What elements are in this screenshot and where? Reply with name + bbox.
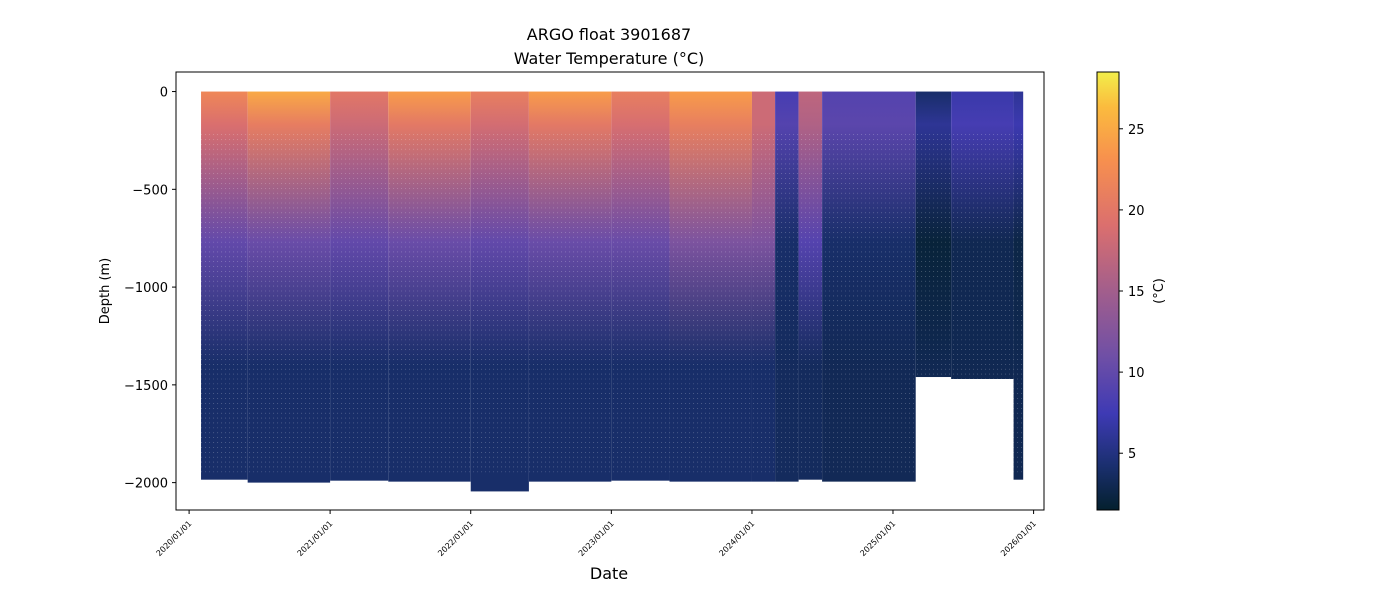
y-tick-label: −2000 [124,477,168,492]
x-axis-label: Date [590,564,628,583]
profile-segment [330,91,389,481]
profile-segment [775,91,799,482]
profile-segment [951,91,1014,379]
profile-segment [611,91,670,481]
profile-segment [751,91,776,482]
colorbar-tick-label: 15 [1128,285,1145,300]
profile-segment [822,91,916,482]
x-tick-label: 2022/01/01 [436,519,475,558]
colorbar-tick-label: 25 [1128,123,1145,138]
x-tick-label: 2024/01/01 [717,519,756,558]
x-tick-label: 2020/01/01 [155,519,194,558]
chart-subtitle: Water Temperature (°C) [514,49,704,68]
y-tick-label: −1000 [124,281,168,296]
colorbar [1096,71,1120,511]
colorbar-tick-label: 20 [1128,204,1145,219]
profile-segment [201,91,248,480]
y-axis: 0 −500 −1000 −1500 −2000 [124,86,176,492]
plot-area [201,91,1024,492]
colorbar-label: (°C) [1152,278,1167,304]
x-tick-label: 2023/01/01 [577,519,616,558]
profile-segment [388,91,471,482]
y-tick-label: −500 [132,183,168,198]
x-tick-label: 2026/01/01 [999,519,1038,558]
colorbar-axis: 5 10 15 20 25 [1119,123,1145,462]
profile-segment [470,91,529,492]
y-tick-label: −1500 [124,379,168,394]
profile-segment [528,91,612,482]
y-axis-label: Depth (m) [98,258,113,325]
x-axis: 2020/01/01 2021/01/01 2022/01/01 2023/01/01… [155,510,1038,558]
x-tick-label: 2025/01/01 [858,519,897,558]
profile-segment [1013,91,1024,480]
plot-frame [175,71,1045,511]
y-tick-label: 0 [160,86,168,101]
profile-segment [915,91,952,378]
colorbar-tick-label: 5 [1128,447,1136,462]
x-tick-label: 2021/01/01 [296,519,335,558]
colorbar-tick-label: 10 [1128,366,1145,381]
profile-segment [247,91,331,483]
profile-segment [798,91,823,480]
profile-segment [669,91,752,482]
chart-title: ARGO float 3901687 [527,25,691,44]
